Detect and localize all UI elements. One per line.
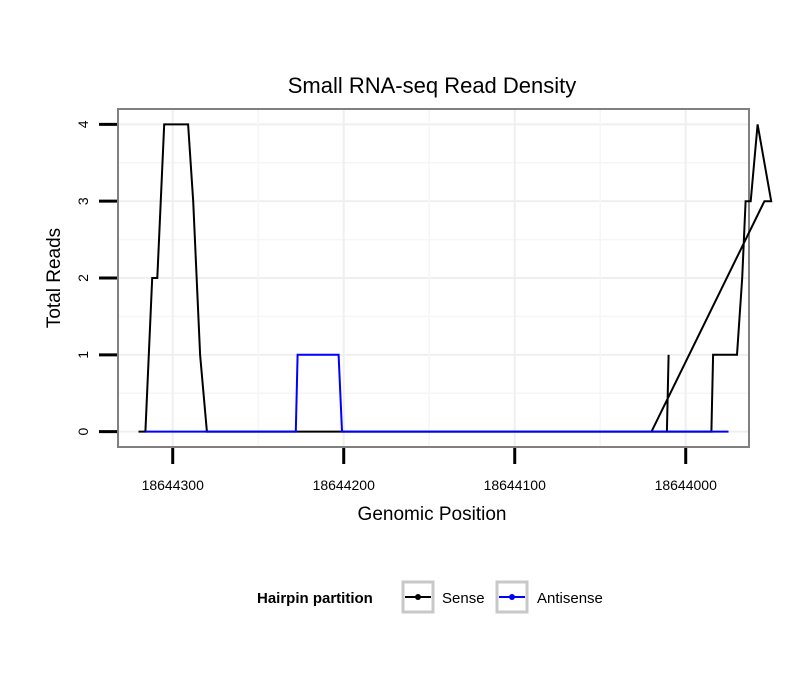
y-tick-label: 1 — [75, 351, 91, 359]
legend: Hairpin partition Sense Antisense — [257, 580, 603, 614]
series-line-antisense — [145, 353, 729, 433]
y-tick-label: 4 — [75, 120, 91, 128]
x-tick-label: 18644300 — [142, 477, 205, 493]
x-axis-title: Genomic Position — [358, 504, 507, 525]
y-axis-title: Total Reads — [44, 228, 65, 328]
x-tick-label: 18644200 — [313, 477, 376, 493]
plot-panel-border — [117, 108, 750, 448]
legend-point-antisense — [509, 594, 515, 600]
legend-title: Hairpin partition — [257, 590, 373, 607]
y-tick-label: 3 — [75, 197, 91, 205]
series-layer — [138, 123, 773, 433]
chart-title: Small RNA-seq Read Density — [288, 73, 577, 98]
y-tick-label: 0 — [75, 427, 91, 435]
legend-point-sense — [415, 594, 421, 600]
legend-label-sense: Sense — [442, 590, 485, 607]
legend-label-antisense: Antisense — [537, 590, 603, 607]
y-axis: 0 1 2 3 4 — [75, 120, 117, 435]
x-tick-label: 18644000 — [655, 477, 718, 493]
y-tick-label: 2 — [75, 274, 91, 282]
legend-key-antisense — [495, 580, 529, 614]
grid — [118, 109, 749, 447]
x-tick-label: 18644100 — [484, 477, 547, 493]
x-axis: 18644300 18644200 18644100 18644000 — [142, 448, 718, 493]
